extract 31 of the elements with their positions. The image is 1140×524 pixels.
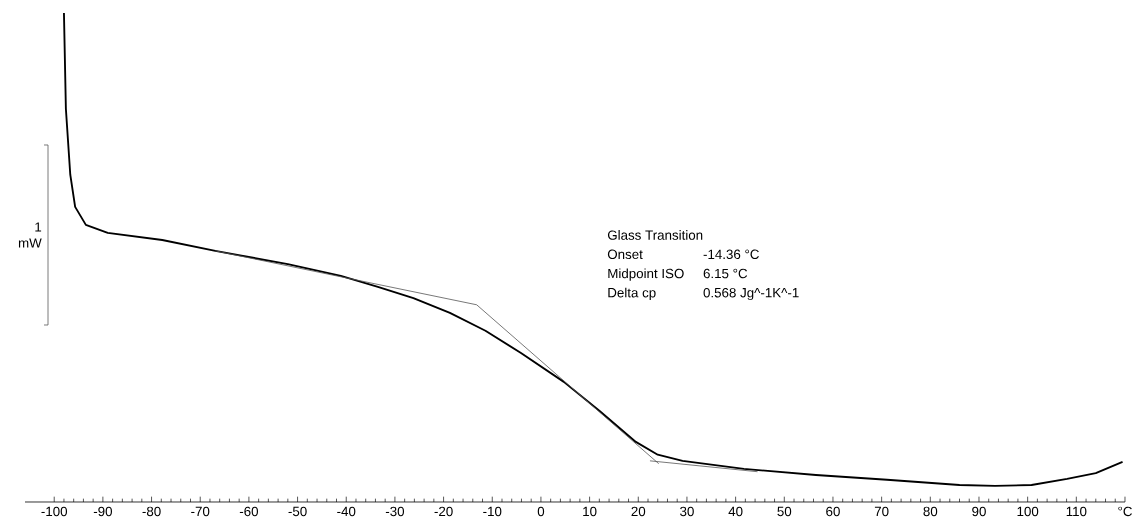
x-tick-label: -30 [385,506,405,517]
x-tick-label: 60 [826,506,840,517]
x-tick-label: 110 [1066,506,1087,517]
annotation: 6.15 °C [703,268,748,279]
x-tick-label: -40 [337,506,356,517]
annotation: -14.36 °C [703,249,759,260]
x-tick-label: -90 [93,506,112,517]
annotation: Delta cp [608,287,656,301]
x-tick-label: 10 [583,506,597,517]
x-tick-label: 40 [728,506,743,517]
x-tick-label: -50 [288,506,307,517]
annotation: Onset [607,249,643,260]
x-tick-label: 30 [680,506,694,517]
annotation: 0.568 Jg^-1K^-1 [703,287,799,301]
annotation: Glass Transition [607,230,703,240]
x-tick-label: 80 [923,506,938,517]
annotation: 1 mW [18,222,42,248]
x-tick-label: -70 [191,506,210,517]
x-tick-label: 0 [537,506,545,517]
x-tick-label: 90 [972,506,986,517]
x-tick-label: -100 [41,506,68,517]
x-tick-label: -80 [142,506,161,517]
x-tick-label: 50 [777,506,792,517]
x-tick-label: -20 [434,506,453,517]
x-tick-label: 100 [1017,506,1039,517]
x-tick-label: °C [1118,506,1132,517]
x-tick-label: 20 [631,506,646,517]
x-tick-label: 70 [874,506,889,517]
x-tick-label: -10 [483,506,502,517]
annotation: Midpoint ISO [608,268,684,281]
x-tick-label: -60 [239,506,259,517]
